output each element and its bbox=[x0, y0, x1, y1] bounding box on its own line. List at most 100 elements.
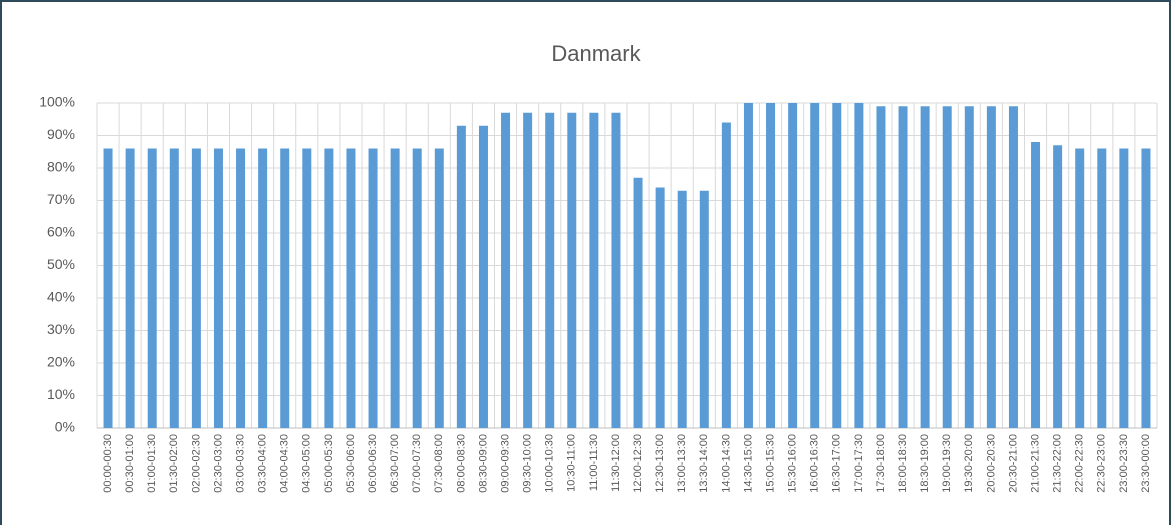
x-tick-label: 19:30-20:00 bbox=[963, 434, 975, 493]
x-tick-label: 13:00-13:30 bbox=[676, 434, 688, 493]
x-tick-label: 21:00-21:30 bbox=[1029, 434, 1041, 493]
bar bbox=[191, 148, 201, 428]
x-tick-label: 14:30-15:00 bbox=[742, 434, 754, 493]
bar bbox=[1075, 148, 1085, 428]
x-tick-label: 09:00-09:30 bbox=[499, 434, 511, 493]
x-tick-label: 03:30-04:00 bbox=[257, 434, 269, 493]
x-tick-label: 08:30-09:00 bbox=[477, 434, 489, 493]
x-tick-label: 15:30-16:00 bbox=[787, 434, 799, 493]
y-tick-label: 80% bbox=[47, 159, 75, 175]
x-tick-label: 23:30-00:00 bbox=[1140, 434, 1152, 493]
bar bbox=[788, 103, 798, 428]
bar bbox=[169, 148, 179, 428]
bar bbox=[1119, 148, 1129, 428]
bar bbox=[545, 112, 555, 428]
bar bbox=[434, 148, 444, 428]
y-tick-label: 50% bbox=[47, 256, 75, 272]
x-tick-label: 06:00-06:30 bbox=[367, 434, 379, 493]
x-tick-label: 17:30-18:00 bbox=[875, 434, 887, 493]
x-tick-label: 20:00-20:30 bbox=[985, 434, 997, 493]
bar bbox=[346, 148, 356, 428]
x-tick-label: 06:30-07:00 bbox=[389, 434, 401, 493]
x-tick-label: 19:00-19:30 bbox=[941, 434, 953, 493]
bar bbox=[677, 190, 687, 428]
x-tick-label: 16:00-16:30 bbox=[809, 434, 821, 493]
bar bbox=[1031, 142, 1041, 428]
bar bbox=[213, 148, 223, 428]
bar bbox=[1053, 145, 1063, 428]
x-tick-label: 23:00-23:30 bbox=[1118, 434, 1130, 493]
x-tick-label: 11:30-12:00 bbox=[610, 434, 622, 492]
x-tick-label: 04:00-04:30 bbox=[279, 434, 291, 493]
x-tick-label: 16:30-17:00 bbox=[831, 434, 843, 493]
bar bbox=[302, 148, 312, 428]
bar bbox=[258, 148, 268, 428]
bar bbox=[766, 103, 776, 428]
bar bbox=[280, 148, 290, 428]
bar bbox=[699, 190, 709, 428]
x-tick-label: 01:00-01:30 bbox=[146, 434, 158, 493]
x-tick-label: 18:00-18:30 bbox=[897, 434, 909, 493]
y-tick-label: 40% bbox=[47, 289, 75, 305]
bar bbox=[523, 112, 533, 428]
bar bbox=[942, 106, 952, 428]
bar bbox=[876, 106, 886, 428]
bar bbox=[412, 148, 422, 428]
x-tick-label: 05:30-06:00 bbox=[345, 434, 357, 493]
bar bbox=[1008, 106, 1018, 428]
bar bbox=[986, 106, 996, 428]
bar bbox=[501, 112, 511, 428]
y-tick-label: 10% bbox=[47, 386, 75, 402]
bar bbox=[743, 103, 753, 428]
bar bbox=[324, 148, 334, 428]
x-tick-label: 18:30-19:00 bbox=[919, 434, 931, 493]
x-tick-label: 22:00-22:30 bbox=[1074, 434, 1086, 493]
bar bbox=[964, 106, 974, 428]
x-tick-label: 17:00-17:30 bbox=[853, 434, 865, 493]
bar bbox=[1097, 148, 1107, 428]
bar bbox=[832, 103, 842, 428]
x-tick-label: 12:30-13:00 bbox=[654, 434, 666, 493]
x-tick-label: 13:30-14:00 bbox=[698, 434, 710, 493]
x-tick-label: 05:00-05:30 bbox=[323, 434, 335, 493]
x-tick-label: 03:00-03:30 bbox=[234, 434, 246, 493]
bar bbox=[390, 148, 400, 428]
bar bbox=[103, 148, 113, 428]
x-tick-label: 08:00-08:30 bbox=[455, 434, 467, 493]
bar bbox=[147, 148, 157, 428]
x-tick-label: 12:00-12:30 bbox=[632, 434, 644, 493]
bar bbox=[478, 125, 488, 428]
bar bbox=[456, 125, 466, 428]
x-tick-label: 10:00-10:30 bbox=[544, 434, 556, 493]
chart-title: Danmark bbox=[551, 41, 641, 66]
bar bbox=[920, 106, 930, 428]
x-tick-label: 07:00-07:30 bbox=[411, 434, 423, 493]
x-tick-label: 01:30-02:00 bbox=[168, 434, 180, 493]
y-tick-label: 30% bbox=[47, 321, 75, 337]
bar bbox=[655, 187, 665, 428]
x-tick-label: 07:30-08:00 bbox=[433, 434, 445, 493]
bar bbox=[589, 112, 599, 428]
bar bbox=[810, 103, 820, 428]
bar bbox=[236, 148, 246, 428]
x-tick-label: 15:00-15:30 bbox=[764, 434, 776, 493]
x-tick-label: 09:30-10:00 bbox=[522, 434, 534, 493]
y-tick-label: 0% bbox=[55, 419, 75, 435]
y-tick-label: 90% bbox=[47, 126, 75, 142]
x-tick-label: 10:30-11:00 bbox=[566, 434, 578, 492]
y-tick-label: 20% bbox=[47, 354, 75, 370]
x-tick-label: 02:00-02:30 bbox=[190, 434, 202, 493]
x-tick-label: 14:00-14:30 bbox=[720, 434, 732, 493]
x-tick-label: 04:30-05:00 bbox=[301, 434, 313, 493]
bar bbox=[125, 148, 135, 428]
x-tick-label: 11:00-11:30 bbox=[588, 434, 600, 491]
bar bbox=[898, 106, 908, 428]
x-tick-label: 21:30-22:00 bbox=[1052, 434, 1064, 493]
bar bbox=[1141, 148, 1151, 428]
x-tick-label: 02:30-03:00 bbox=[212, 434, 224, 493]
y-tick-label: 70% bbox=[47, 191, 75, 207]
y-tick-label: 60% bbox=[47, 224, 75, 240]
x-tick-label: 20:30-21:00 bbox=[1007, 434, 1019, 493]
x-tick-label: 22:30-23:00 bbox=[1096, 434, 1108, 493]
